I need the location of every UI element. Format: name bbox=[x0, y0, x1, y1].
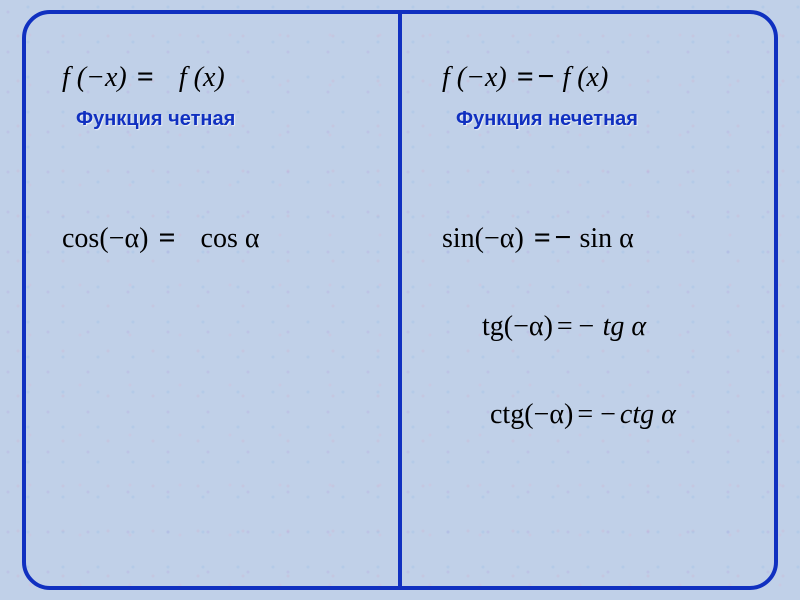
tg-rhs: − tg α bbox=[577, 311, 646, 343]
odd-def-lhs: f (−x) bbox=[442, 62, 507, 94]
even-def-equation: f (−x) = f (x) bbox=[32, 60, 416, 94]
tg-eq: = bbox=[557, 311, 573, 343]
tg-equation: tg(−α) = − tg α bbox=[412, 311, 796, 343]
right-column: f (−x) = − f (x) Функция нечетная sin(−α… bbox=[412, 40, 796, 560]
even-def-lhs: f (−x) bbox=[62, 62, 127, 94]
cos-equation: cos(−α) = cos α bbox=[32, 221, 416, 255]
ctg-equation: ctg(−α) = − ctg α bbox=[412, 399, 796, 431]
odd-def-equation: f (−x) = − f (x) bbox=[412, 60, 796, 94]
cos-lhs: cos(−α) bbox=[62, 223, 148, 255]
cos-eq: = bbox=[158, 221, 173, 255]
ctg-eq: = − bbox=[577, 399, 616, 431]
tg-lhs: tg(−α) bbox=[482, 311, 553, 343]
left-column: f (−x) = f (x) Функция четная cos(−α) = … bbox=[32, 40, 416, 560]
ctg-lhs: ctg(−α) bbox=[490, 399, 573, 431]
sin-lhs: sin(−α) bbox=[442, 223, 524, 255]
even-label: Функция четная bbox=[32, 108, 416, 131]
odd-def-eq: = − bbox=[517, 60, 553, 94]
sin-rhs: sin α bbox=[580, 223, 634, 255]
odd-def-rhs: f (x) bbox=[562, 62, 608, 94]
sin-equation: sin(−α) = − sin α bbox=[412, 221, 796, 255]
sin-eq: = − bbox=[534, 221, 570, 255]
even-def-eq: = bbox=[137, 60, 152, 94]
cos-rhs: cos α bbox=[201, 223, 260, 255]
even-def-rhs: f (x) bbox=[179, 62, 225, 94]
ctg-rhs: ctg α bbox=[620, 399, 676, 431]
odd-label: Функция нечетная bbox=[412, 108, 796, 131]
